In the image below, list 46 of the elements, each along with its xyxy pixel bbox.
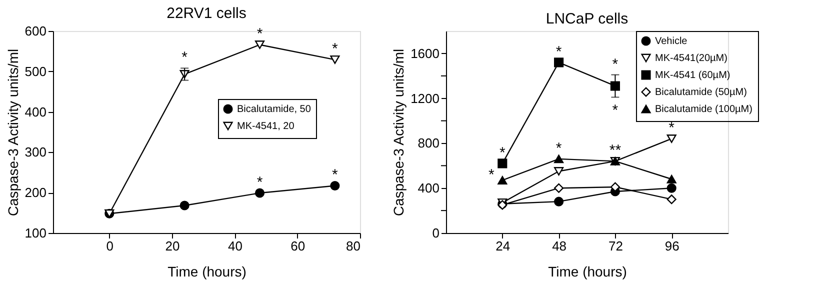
legend-label: Vehicle: [655, 36, 688, 47]
y-tick-label: 100: [24, 226, 46, 240]
y-tick-label: 500: [24, 64, 46, 79]
y-tick-label: 1200: [410, 90, 440, 106]
legend-label: Bicalutamide (100µM): [655, 104, 752, 115]
y-tick-label: 600: [24, 24, 46, 38]
x-axis-title: Time (hours): [168, 264, 246, 280]
y-tick-label: 200: [24, 185, 46, 200]
x-tick-label: 0: [106, 238, 114, 254]
x-tick-label: 24: [496, 238, 510, 254]
annotation: *: [256, 26, 263, 43]
annotation: **: [609, 142, 622, 160]
x-tick-label: 96: [664, 238, 680, 254]
annotation: *: [556, 140, 562, 157]
x-tick-label: 40: [228, 238, 242, 254]
x-axis-title: Time (hours): [548, 264, 627, 280]
x-tick-label: 72: [608, 238, 623, 254]
annotation: *: [332, 166, 338, 184]
y-tick-label: 400: [418, 180, 440, 196]
chart-title: LNCaP cells: [546, 10, 628, 28]
y-tick-label: 400: [24, 104, 46, 120]
annotation: *: [612, 102, 618, 120]
y-axis-title: Caspase-3 Activity units/ml: [4, 48, 21, 216]
legend-label: MK-4541 (60µM): [655, 70, 730, 81]
legend-label: Bicalutamide (50µM): [655, 87, 747, 98]
y-tick-label: 0: [432, 226, 440, 240]
legend-label: MK-4541, 20: [237, 121, 295, 132]
annotation: *: [556, 43, 562, 60]
legend-label: MK-4541(20µM): [655, 53, 728, 64]
annotation: *: [499, 144, 506, 162]
x-tick-label: 60: [290, 238, 306, 254]
legend-label: Bicalutamide, 50: [237, 104, 312, 115]
x-tick-label: 20: [165, 238, 180, 254]
y-tick-label: 300: [24, 144, 46, 160]
chart-title: 22RV1 cells: [166, 5, 246, 22]
y-axis-title: Caspase-3 Activity units/ml: [390, 48, 407, 216]
x-tick-label: 80: [346, 238, 360, 254]
annotation: *: [332, 40, 338, 58]
annotation: *: [488, 166, 494, 184]
annotation: *: [256, 174, 263, 192]
annotation: *: [668, 120, 675, 137]
y-tick-label: 1600: [410, 46, 440, 61]
x-tick-label: 48: [552, 238, 567, 254]
y-tick-label: 800: [418, 136, 440, 151]
annotation: *: [182, 49, 188, 66]
annotation: *: [612, 56, 618, 73]
